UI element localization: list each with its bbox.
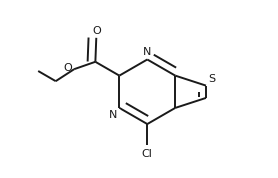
Text: O: O (63, 63, 72, 73)
Text: N: N (111, 110, 119, 120)
Text: N: N (143, 46, 152, 57)
Text: S: S (209, 74, 216, 84)
Text: Cl: Cl (142, 149, 153, 159)
Text: N: N (109, 110, 118, 120)
Text: O: O (92, 26, 101, 36)
Text: N: N (143, 46, 152, 57)
